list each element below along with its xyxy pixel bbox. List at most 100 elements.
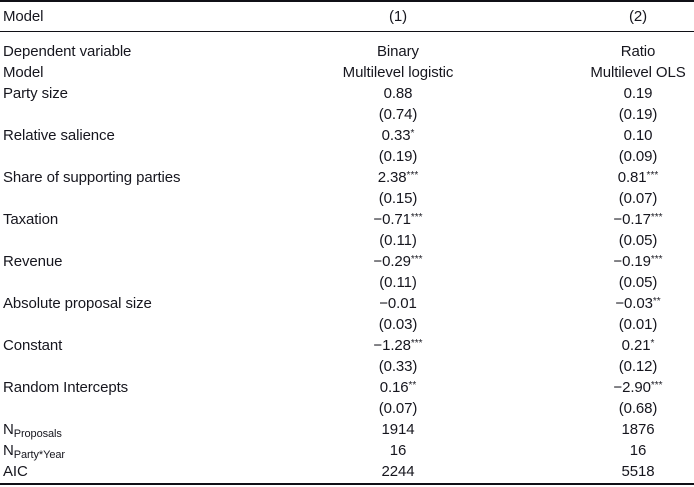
model-1-value: 1914 — [381, 421, 415, 438]
model-2-cell: 0.81*** — [582, 167, 694, 188]
model-2-cell: 1876 — [582, 419, 694, 440]
row-label: NParty*Year — [0, 440, 214, 461]
model-2-significance-stars: ** — [652, 296, 661, 307]
model-2-cell: 0.21* — [582, 335, 694, 356]
table-row: (0.11) (0.05) — [0, 230, 694, 251]
row-label: Share of supporting parties — [0, 167, 214, 188]
model-2-value: −0.17 — [613, 211, 651, 228]
model-2-significance-stars: *** — [650, 212, 663, 223]
row-label-text: Party size — [3, 85, 68, 102]
model-2-cell: Ratio — [582, 41, 694, 62]
model-1-value: −1.28 — [373, 337, 411, 354]
model-1-value: −0.01 — [379, 295, 417, 312]
model-1-value: (0.33) — [378, 358, 418, 375]
model-2-cell: (0.19) — [582, 104, 694, 125]
model-2-value: (0.07) — [618, 190, 658, 207]
model-1-cell: (0.19) — [214, 146, 582, 167]
model-2-value: −0.03 — [615, 295, 653, 312]
model-1-value: (0.03) — [378, 316, 418, 333]
table-header-row: Model (1) (2) — [0, 2, 694, 32]
model-2-value: (0.19) — [618, 106, 658, 123]
model-2-value: 5518 — [621, 463, 655, 480]
model-1-cell: Multilevel logistic — [214, 62, 582, 83]
model-1-cell: (0.15) — [214, 188, 582, 209]
row-label: Taxation — [0, 209, 214, 230]
model-1-value: (0.07) — [378, 400, 418, 417]
model-1-cell: 1914 — [214, 419, 582, 440]
model-1-value: (0.11) — [379, 274, 417, 291]
model-2-cell: (0.05) — [582, 272, 694, 293]
model-1-value: 0.16 — [379, 379, 409, 396]
model-2-value: 0.10 — [623, 127, 653, 144]
table-row: (0.03) (0.01) — [0, 314, 694, 335]
row-label-text: N — [3, 421, 14, 438]
model-2-cell: 16 — [582, 440, 694, 461]
model-1-significance-stars: *** — [410, 212, 423, 223]
row-label-text: Relative salience — [3, 127, 115, 144]
model-1-cell: (0.11) — [214, 230, 582, 251]
model-1-cell: −1.28*** — [214, 335, 582, 356]
table-row: (0.07) (0.68) — [0, 398, 694, 419]
model-1-cell: 2244 — [214, 461, 582, 482]
table-row: Party size 0.88 0.19 — [0, 83, 694, 104]
model-2-cell: (0.05) — [582, 230, 694, 251]
table-row: NProposals 1914 1876 — [0, 419, 694, 440]
model-1-cell: Binary — [214, 41, 582, 62]
model-2-value: (0.09) — [618, 148, 658, 165]
table-row: (0.33) (0.12) — [0, 356, 694, 377]
row-label: Revenue — [0, 251, 214, 272]
table-row: (0.15) (0.07) — [0, 188, 694, 209]
table-row: Share of supporting parties 2.38*** 0.81… — [0, 167, 694, 188]
model-2-value: 0.21 — [621, 337, 651, 354]
model-2-cell: Multilevel OLS — [582, 62, 694, 83]
row-label: Absolute proposal size — [0, 293, 214, 314]
model-2-value: 0.81 — [617, 169, 647, 186]
table-row: Absolute proposal size −0.01 −0.03** — [0, 293, 694, 314]
model-1-cell: 16 — [214, 440, 582, 461]
table-row: Model Multilevel logistic Multilevel OLS — [0, 62, 694, 83]
table-row: (0.74) (0.19) — [0, 104, 694, 125]
row-label: Party size — [0, 83, 214, 104]
row-label-subscript: Proposals — [13, 428, 62, 440]
model-1-cell: (0.03) — [214, 314, 582, 335]
model-1-value: −0.29 — [373, 253, 411, 270]
row-label: Model — [0, 62, 214, 83]
model-2-cell: 0.10 — [582, 125, 694, 146]
model-1-value: (0.11) — [379, 232, 417, 249]
table-row: (0.19) (0.09) — [0, 146, 694, 167]
model-2-significance-stars: *** — [650, 380, 663, 391]
model-2-value: (0.68) — [618, 400, 658, 417]
model-2-significance-stars: * — [650, 338, 655, 349]
table-row: Random Intercepts 0.16** −2.90*** — [0, 377, 694, 398]
model-2-value: Ratio — [620, 43, 656, 60]
row-label-text: Taxation — [3, 211, 59, 228]
model-1-value: −0.71 — [373, 211, 411, 228]
table-row: AIC 2244 5518 — [0, 461, 694, 482]
model-2-cell: (0.09) — [582, 146, 694, 167]
model-2-cell: (0.12) — [582, 356, 694, 377]
row-label: Relative salience — [0, 125, 214, 146]
model-2-cell: (0.07) — [582, 188, 694, 209]
model-1-cell: (0.07) — [214, 398, 582, 419]
table-row: Dependent variable Binary Ratio — [0, 41, 694, 62]
model-1-significance-stars: ** — [408, 380, 417, 391]
model-2-cell: (0.68) — [582, 398, 694, 419]
row-label: AIC — [0, 461, 214, 482]
model-2-value: −0.19 — [613, 253, 651, 270]
model-2-value: (0.05) — [618, 274, 658, 291]
model-2-value: 16 — [629, 442, 647, 459]
model-2-value: (0.01) — [618, 316, 658, 333]
model-1-cell: −0.29*** — [214, 251, 582, 272]
model-1-value: Multilevel logistic — [342, 64, 454, 81]
model-1-cell: 0.88 — [214, 83, 582, 104]
model-1-cell: (0.74) — [214, 104, 582, 125]
row-label-text: Revenue — [3, 253, 63, 270]
model-2-cell: −2.90*** — [582, 377, 694, 398]
model-1-value: 2244 — [381, 463, 415, 480]
row-label-text: Dependent variable — [3, 43, 132, 60]
row-label: Constant — [0, 335, 214, 356]
model-1-value: 2.38 — [377, 169, 407, 186]
header-model-1: (1) — [388, 8, 408, 25]
row-label-text: Share of supporting parties — [3, 169, 181, 186]
